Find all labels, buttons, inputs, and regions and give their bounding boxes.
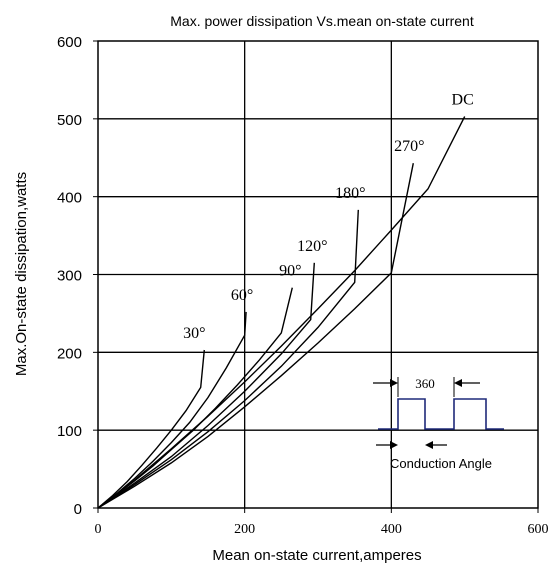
series-line-4	[97, 209, 359, 509]
series-label-0: 30°	[183, 325, 205, 342]
y-tick-label-0: 0	[74, 501, 82, 518]
tick-labels: 0 100 200 300 400 500 600 0 200 400 600	[57, 34, 549, 537]
series-label-4: 180°	[335, 185, 365, 202]
x-tick-label-200: 200	[234, 522, 255, 537]
x-axis-label: Mean on-state current,amperes	[212, 547, 421, 564]
inset-arrowhead-right-conduction	[425, 441, 433, 449]
y-axis-label: Max.On-state dissipation,watts	[13, 172, 30, 376]
y-tick-label-600: 600	[57, 34, 82, 51]
inset-arrowhead-left-360	[390, 379, 398, 387]
series-labels: 30° 60° 90° 120° 180° 270° DC	[183, 91, 474, 341]
series-label-1: 60°	[231, 287, 253, 304]
inset-arrowhead-right-360	[454, 379, 462, 387]
series-label-2: 90°	[279, 263, 301, 280]
y-tick-label-300: 300	[57, 268, 82, 285]
chart-title: Max. power dissipation Vs.mean on-state …	[170, 13, 474, 29]
x-tick-label-400: 400	[381, 522, 402, 537]
series-label-6: DC	[452, 91, 474, 108]
series-line-0	[97, 349, 205, 509]
grid	[97, 40, 539, 509]
y-tick-label-100: 100	[57, 423, 82, 440]
series-line-6	[97, 116, 466, 509]
y-tick-label-200: 200	[57, 345, 82, 362]
conduction-angle-inset: 360 Conduction Angle	[373, 376, 504, 471]
inset-waveform	[378, 398, 504, 430]
y-tick-label-500: 500	[57, 112, 82, 129]
series-label-5: 270°	[394, 138, 424, 155]
series-lines	[97, 116, 466, 509]
series-label-3: 120°	[297, 238, 327, 255]
y-tick-label-400: 400	[57, 190, 82, 207]
inset-label-360: 360	[415, 376, 435, 391]
x-tick-label-600: 600	[528, 522, 549, 537]
series-line-5	[97, 163, 414, 509]
x-tick-label-0: 0	[95, 522, 102, 537]
series-line-3	[97, 262, 315, 509]
series-line-2	[97, 287, 293, 509]
inset-arrowhead-left-conduction	[390, 441, 398, 449]
inset-label-conduction-angle: Conduction Angle	[390, 456, 492, 471]
